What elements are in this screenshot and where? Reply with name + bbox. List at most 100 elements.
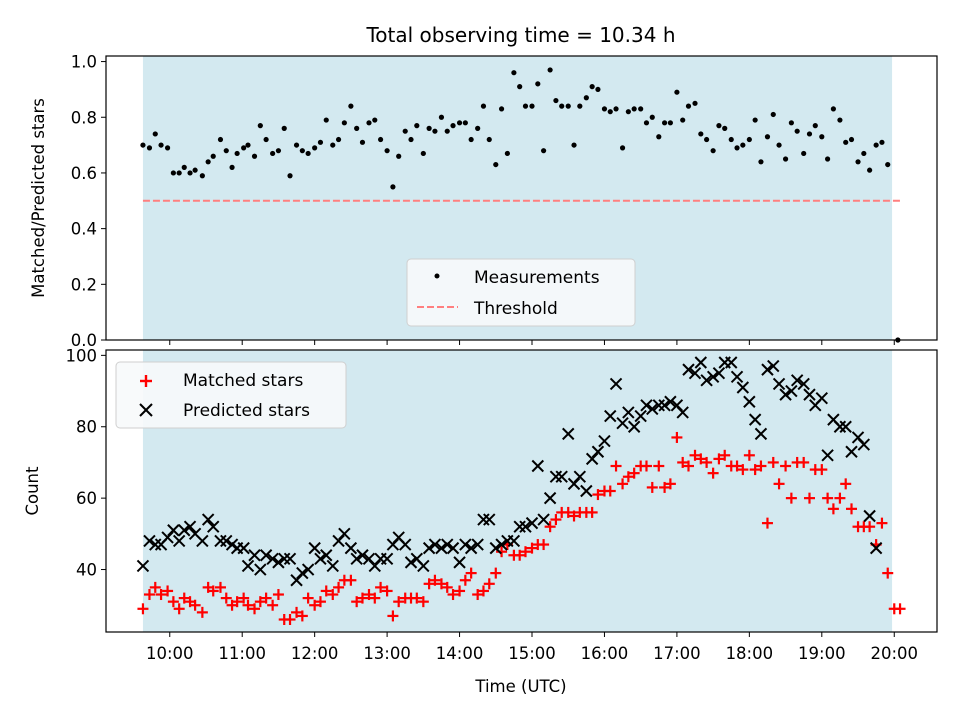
measurement-point [187,170,193,176]
matched-point [143,589,155,601]
matched-point [356,592,368,604]
measurement-point [529,103,535,109]
matched-point [189,599,201,611]
predicted-point [380,552,394,566]
matched-point [713,453,725,465]
measurement-point [223,148,229,154]
predicted-point [622,406,635,419]
matched-point [767,456,779,468]
measurement-point [192,167,198,173]
predicted-point [272,556,285,569]
matched-point [387,610,399,622]
measurement-point [241,145,247,151]
measurement-point [152,131,158,137]
matched-point [749,464,761,476]
matched-point [840,478,852,490]
measurement-point [782,156,789,162]
x-tick-label: 13:00 [363,644,411,663]
predicted-point [259,549,273,562]
matched-point [196,606,208,618]
predicted-point [404,556,418,569]
matched-point [320,585,332,597]
matched-point [167,596,179,608]
measurement-point [170,170,176,176]
measurement-point [656,134,662,140]
measurement-point [830,106,836,112]
measurement-point [565,103,571,109]
x-tick-label: 20:00 [870,644,918,663]
measurement-point [414,123,420,129]
measurement-point [205,159,211,165]
predicted-point [241,559,255,573]
matched-point [562,506,574,518]
measurement-point [287,173,293,179]
predicted-point [477,513,490,526]
measurement-point [210,153,216,159]
matched-point [447,589,459,601]
matched-point [671,431,683,443]
measurement-point [843,139,849,145]
measurement-point [535,81,541,87]
x-axis-label: Time (UTC) [474,677,566,696]
measurement-point [625,109,631,115]
measurement-point [456,120,463,126]
measurement-point [619,145,626,151]
measurement-point [649,114,655,120]
measurement-point [317,139,324,145]
matched-point [423,578,435,590]
matched-point [538,539,550,551]
predicted-point [706,370,720,383]
predicted-point [344,541,358,555]
predicted-point [555,470,568,483]
measurement-point [366,120,372,126]
measurement-point [812,123,818,129]
measurement-point [710,148,716,154]
matched-point [375,581,387,593]
predicted-point [531,459,545,473]
legend-predicted-label: Predicted stars [183,401,310,421]
measurement-point [348,103,354,109]
matched-point [695,453,707,465]
measurement-point [879,139,885,145]
measurement-point [661,120,668,126]
matched-point [773,478,785,490]
predicted-point [652,399,665,412]
matched-point [381,585,393,597]
measurement-point [432,128,438,134]
measurement-point [776,142,782,148]
matched-point [162,585,174,597]
predicted-point [767,359,780,373]
predicted-point [519,520,532,533]
legend-matched-label: Matched stars [183,371,303,391]
measurement-point [685,103,692,109]
top-legend: Measurements Threshold [406,258,636,327]
predicted-point [736,381,750,394]
bottom-marks [136,356,906,626]
matched-point [592,489,604,501]
predicted-point [845,445,858,458]
measurement-point [270,150,276,157]
predicted-point [399,538,412,551]
predicted-point [428,538,442,551]
matched-point [544,521,556,533]
matched-point [707,467,719,479]
predicted-point [283,552,297,566]
measurement-point [770,111,776,118]
measurement-point [595,86,601,93]
matched-point [314,596,326,608]
predicted-point [471,538,484,551]
matched-point [496,546,508,558]
x-tick-label: 10:00 [146,644,194,663]
predicted-point [712,366,726,380]
predicted-point [627,420,641,433]
measurement-point [281,125,287,131]
top-marks [140,67,902,343]
bottom-ticks: 40 60 80 100 10:00 11:00 12:00 13:00 14:00 15:00 1… [66,346,919,663]
matched-point [472,589,484,601]
matched-point [417,596,429,608]
matched-point [689,449,701,461]
matched-point [586,506,598,518]
measurement-point [462,120,468,126]
x-tick-label: 17:00 [653,644,701,663]
measurement-point [517,84,523,90]
